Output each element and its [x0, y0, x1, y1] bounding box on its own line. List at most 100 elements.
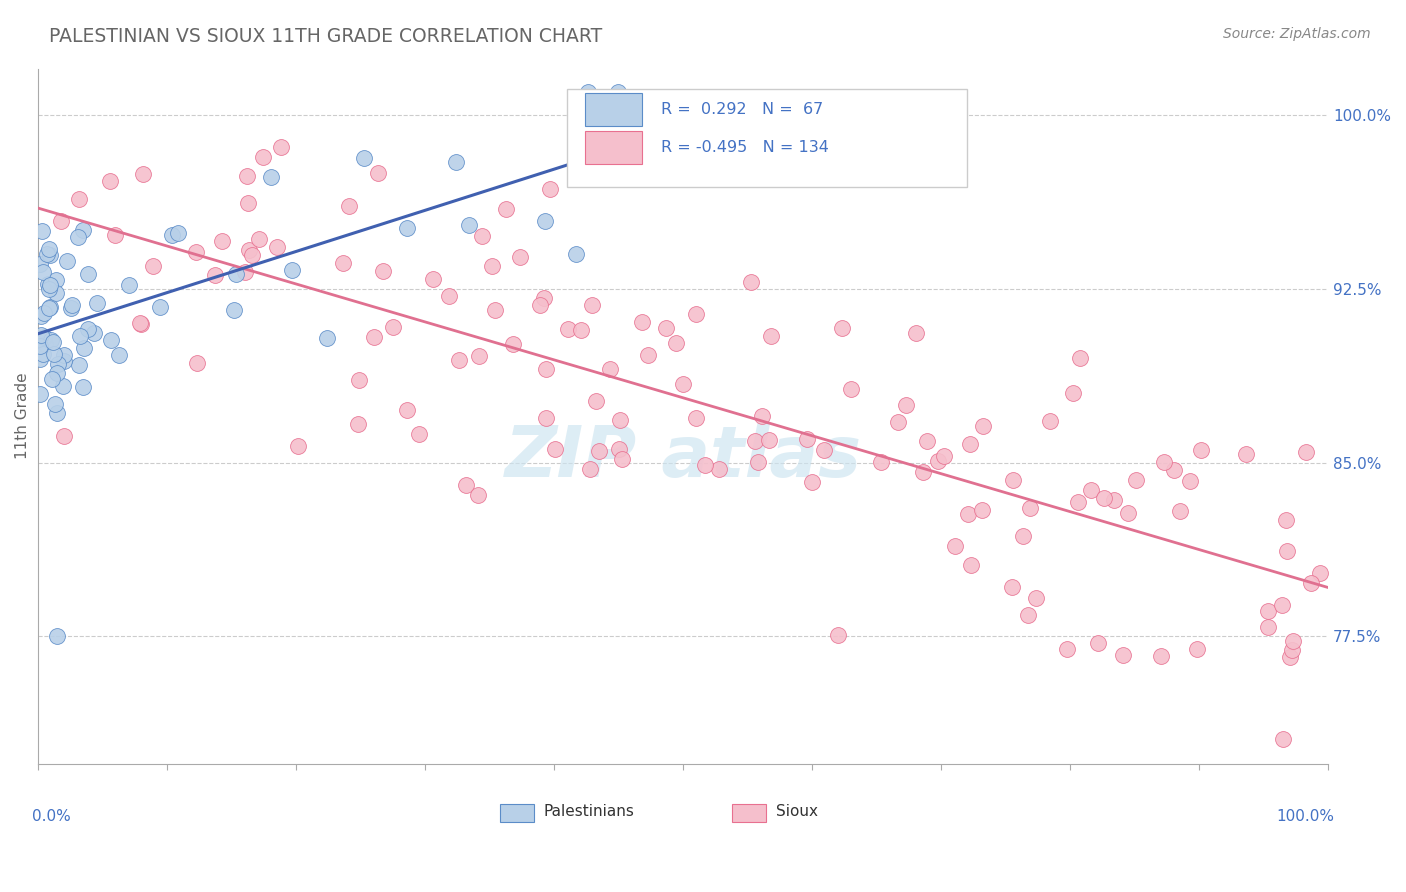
- Point: [235, 169, 257, 184]
- Point: [367, 166, 389, 180]
- Point: [927, 454, 949, 468]
- Point: [495, 202, 517, 216]
- Text: PALESTINIAN VS SIOUX 11TH GRADE CORRELATION CHART: PALESTINIAN VS SIOUX 11TH GRADE CORRELAT…: [49, 27, 602, 45]
- Point: [839, 382, 862, 396]
- Point: [32, 306, 55, 320]
- Point: [1087, 635, 1109, 649]
- Point: [266, 240, 288, 254]
- Point: [917, 434, 939, 449]
- Point: [270, 140, 292, 154]
- Point: [444, 155, 467, 169]
- Point: [52, 429, 75, 443]
- Point: [332, 256, 354, 270]
- Point: [502, 336, 524, 351]
- Point: [77, 267, 100, 281]
- Point: [1025, 591, 1047, 605]
- Point: [46, 406, 69, 420]
- Point: [98, 174, 121, 188]
- Point: [1150, 649, 1173, 664]
- Point: [481, 260, 503, 274]
- Point: [1111, 648, 1133, 663]
- Point: [49, 214, 72, 228]
- Point: [72, 380, 94, 394]
- Point: [1299, 576, 1322, 591]
- Point: [534, 214, 557, 228]
- Point: [224, 303, 246, 318]
- Point: [382, 319, 405, 334]
- Point: [607, 85, 630, 99]
- Point: [569, 323, 592, 337]
- Point: [1062, 386, 1084, 401]
- Point: [1067, 494, 1090, 508]
- Point: [468, 349, 491, 363]
- Point: [67, 192, 90, 206]
- FancyBboxPatch shape: [585, 93, 643, 127]
- FancyBboxPatch shape: [585, 131, 643, 164]
- Point: [458, 218, 481, 232]
- Point: [588, 443, 610, 458]
- Point: [236, 196, 259, 211]
- Point: [1282, 634, 1305, 648]
- Point: [607, 442, 630, 456]
- Point: [211, 234, 233, 248]
- Point: [565, 246, 588, 260]
- Point: [69, 329, 91, 343]
- Point: [72, 342, 94, 356]
- Point: [957, 507, 980, 521]
- Point: [870, 455, 893, 469]
- Point: [454, 477, 477, 491]
- Point: [37, 277, 59, 292]
- Point: [576, 85, 599, 99]
- Point: [471, 228, 494, 243]
- Point: [39, 248, 62, 262]
- Point: [529, 298, 551, 312]
- Point: [758, 434, 780, 448]
- Point: [1278, 650, 1301, 665]
- Point: [1170, 504, 1192, 518]
- Point: [42, 347, 65, 361]
- Point: [30, 387, 52, 401]
- Point: [60, 298, 83, 312]
- Point: [1163, 463, 1185, 477]
- Point: [932, 449, 955, 463]
- Point: [610, 452, 633, 467]
- Point: [238, 244, 260, 258]
- Point: [609, 413, 631, 427]
- Point: [538, 182, 561, 196]
- Point: [707, 462, 730, 476]
- Point: [52, 378, 75, 392]
- Point: [281, 263, 304, 277]
- Point: [30, 352, 52, 367]
- Point: [1018, 500, 1040, 515]
- Text: Palestinians: Palestinians: [544, 804, 636, 819]
- Point: [585, 394, 607, 409]
- Point: [534, 362, 557, 376]
- Point: [1092, 491, 1115, 505]
- Point: [108, 348, 131, 362]
- Point: [162, 228, 184, 243]
- Point: [353, 151, 375, 165]
- Point: [533, 291, 555, 305]
- Point: [117, 278, 139, 293]
- Point: [1275, 513, 1298, 527]
- FancyBboxPatch shape: [567, 89, 967, 186]
- Point: [46, 357, 69, 371]
- Point: [695, 458, 717, 473]
- Point: [1180, 474, 1202, 488]
- Point: [240, 247, 263, 261]
- Point: [30, 328, 52, 343]
- Point: [672, 377, 695, 392]
- Point: [1001, 580, 1024, 594]
- Point: [252, 150, 274, 164]
- Point: [449, 353, 471, 368]
- Point: [31, 224, 53, 238]
- Text: R =  0.292   N =  67: R = 0.292 N = 67: [661, 102, 824, 117]
- Point: [544, 442, 567, 457]
- Y-axis label: 11th Grade: 11th Grade: [15, 373, 30, 459]
- Point: [664, 335, 686, 350]
- Point: [287, 439, 309, 453]
- Point: [1281, 643, 1303, 657]
- Text: ZIP atlas: ZIP atlas: [505, 424, 862, 492]
- Point: [655, 320, 678, 334]
- Point: [66, 230, 89, 244]
